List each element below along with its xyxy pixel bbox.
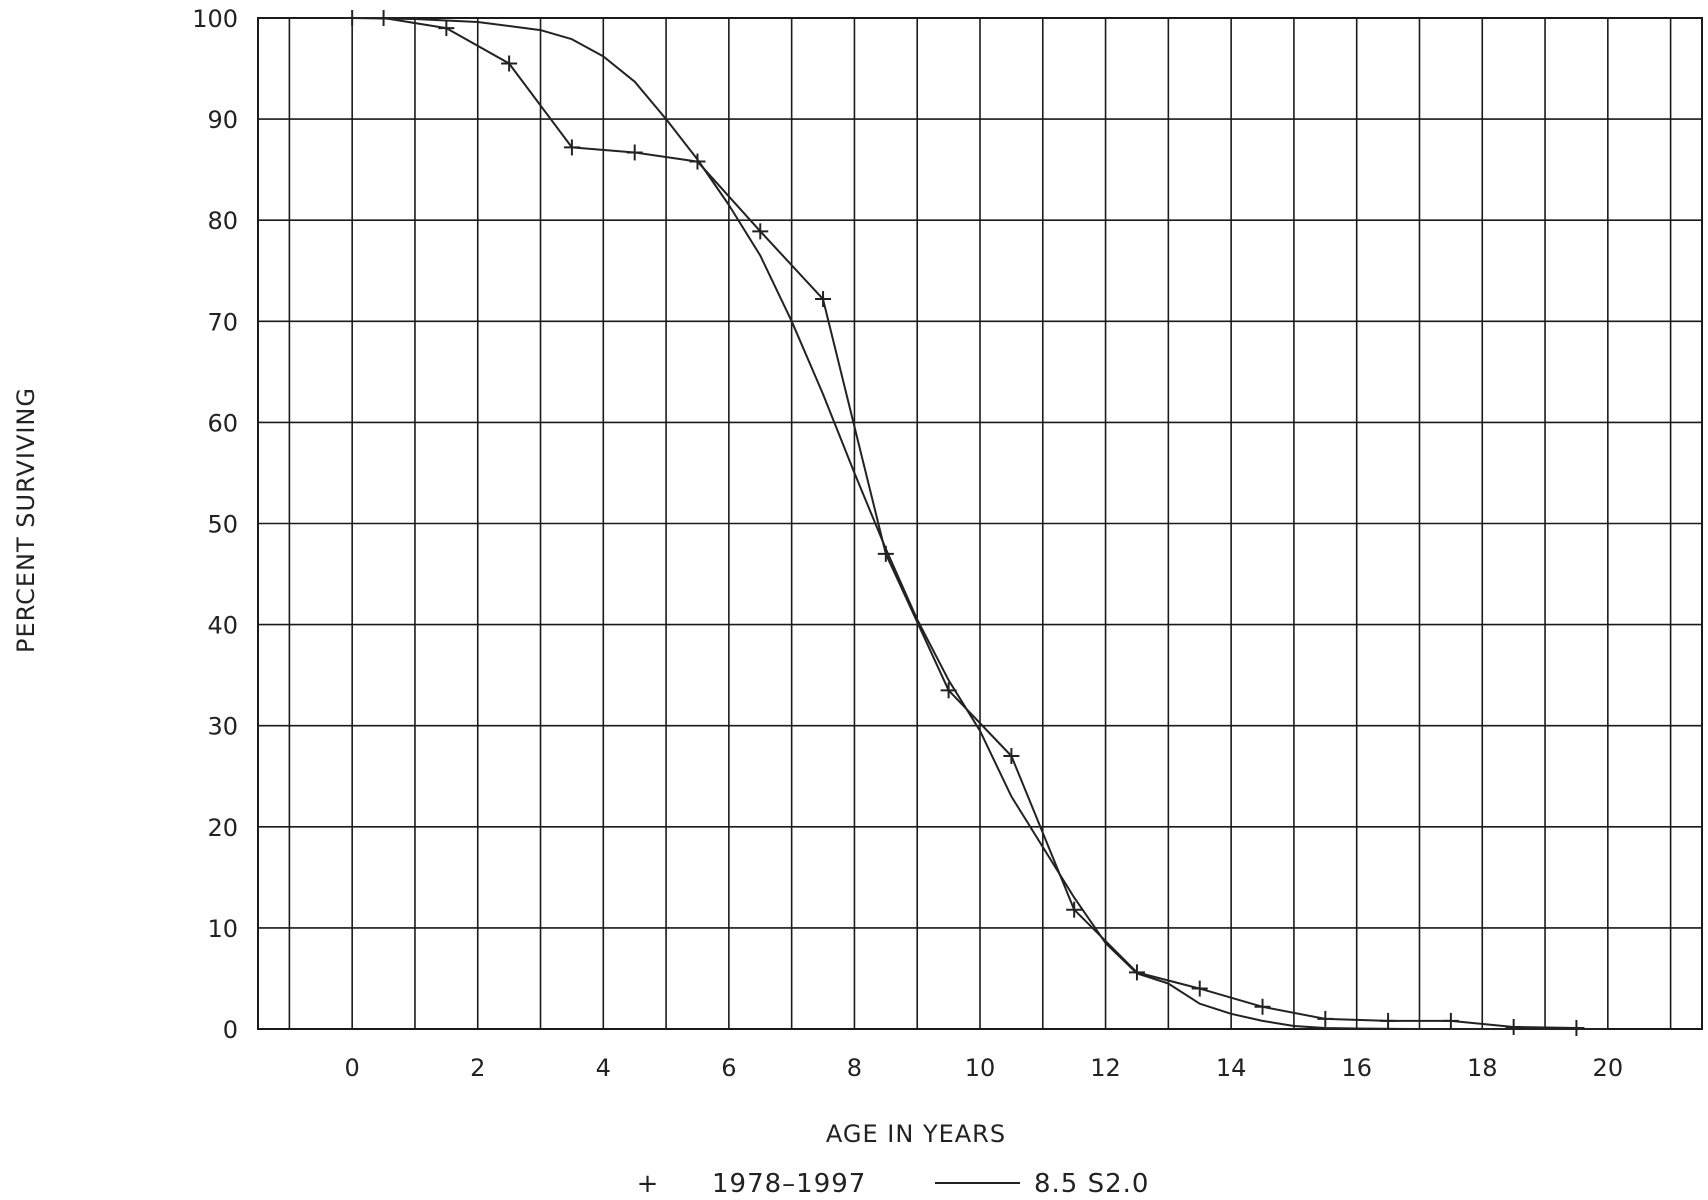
- y-tick-label: 30: [207, 713, 238, 741]
- plus-marker: [626, 144, 643, 161]
- legend-label-8-5-s2-0: 8.5 S2.0: [1034, 1169, 1149, 1199]
- y-tick-label: 10: [207, 915, 238, 943]
- y-tick-label: 50: [207, 511, 238, 539]
- grid-lines: [257, 17, 1703, 1030]
- y-tick-label: 100: [192, 5, 238, 33]
- plus-marker: [1442, 1012, 1459, 1029]
- plot-border: [257, 17, 1703, 1030]
- x-tick-label: 6: [721, 1054, 736, 1082]
- y-tick-label: 0: [223, 1016, 238, 1044]
- y-tick-label: 20: [207, 814, 238, 842]
- plus-marker: [1066, 901, 1083, 918]
- y-axis-title: PERCENT SURVIVING: [12, 387, 40, 653]
- plus-marker: [501, 55, 518, 72]
- y-tick-label: 90: [207, 106, 238, 134]
- plus-marker: [1505, 1018, 1522, 1035]
- plus-marker: [438, 20, 455, 37]
- plus-marker: [689, 153, 706, 170]
- x-tick-label: 2: [470, 1054, 485, 1082]
- plus-marker: [1317, 1010, 1334, 1027]
- x-tick-label: 16: [1341, 1054, 1372, 1082]
- plus-marker: [1568, 1019, 1585, 1036]
- x-tick-label: 12: [1090, 1054, 1121, 1082]
- plus-marker: [752, 223, 769, 240]
- plus-marker: [815, 291, 832, 308]
- x-tick-label: 14: [1216, 1054, 1247, 1082]
- x-tick-label: 20: [1593, 1054, 1624, 1082]
- tick-labels: 0 10 20 30 40 50 60 70 80 90 100 0 2 4 6 8 10 12 14 16 18 20: [192, 5, 1623, 1082]
- plus-marker: [1254, 998, 1271, 1015]
- y-tick-label: 80: [207, 207, 238, 235]
- legend-label-1978-1997: 1978–1997: [712, 1169, 866, 1199]
- x-tick-label: 0: [345, 1054, 360, 1082]
- plus-marker: [563, 139, 580, 156]
- series-line-8-5-s2-0: [351, 17, 1609, 1030]
- x-axis-title: AGE IN YEARS: [826, 1120, 1006, 1148]
- plus-marker: [1191, 980, 1208, 997]
- y-tick-label: 40: [207, 612, 238, 640]
- data-series: [344, 10, 1609, 1036]
- x-tick-label: 4: [596, 1054, 611, 1082]
- x-tick-label: 18: [1467, 1054, 1498, 1082]
- legend: + 1978–1997 8.5 S2.0: [637, 1169, 1149, 1199]
- plus-marker: [1003, 748, 1020, 765]
- y-tick-label: 70: [207, 308, 238, 336]
- x-tick-label: 10: [965, 1054, 996, 1082]
- legend-marker-symbol: +: [637, 1169, 660, 1199]
- plus-marker: [1380, 1012, 1397, 1029]
- y-tick-label: 60: [207, 409, 238, 437]
- x-tick-label: 8: [847, 1054, 862, 1082]
